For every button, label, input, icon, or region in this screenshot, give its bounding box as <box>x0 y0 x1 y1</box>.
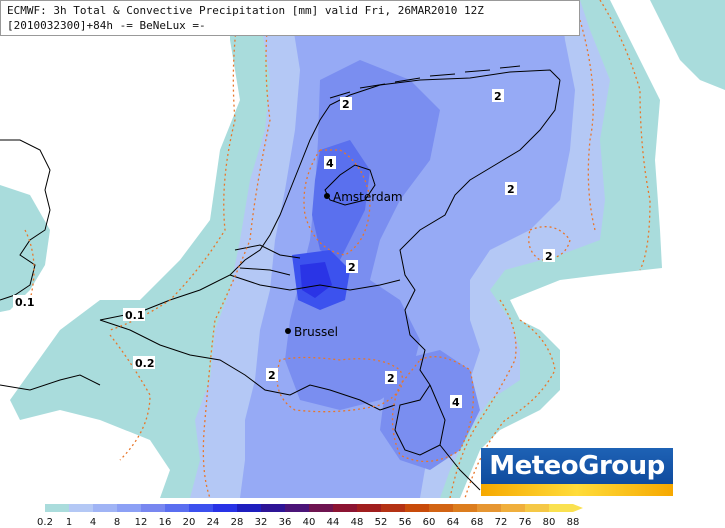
colorbar-tick-label: 64 <box>447 517 460 528</box>
city-marker <box>324 193 330 199</box>
city-label-brussel: Brussel <box>294 325 338 339</box>
colorbar-tick-label: 56 <box>399 517 412 528</box>
precip-band-ne <box>650 0 725 90</box>
contour-label: 4 <box>452 396 460 409</box>
colorbar-swatch <box>69 504 93 512</box>
colorbar-tick-label: 52 <box>375 517 388 528</box>
precip-band-8-se <box>380 350 480 470</box>
colorbar-tick-label: 32 <box>255 517 268 528</box>
city-label-amsterdam: Amsterdam <box>333 190 403 204</box>
contour-label-bg <box>346 260 358 273</box>
map-title-line1: ECMWF: 3h Total & Convective Precipitati… <box>7 4 484 17</box>
colorbar-swatch <box>429 504 453 512</box>
colorbar-swatch <box>213 504 237 512</box>
colorbar-tick-label: 28 <box>231 517 244 528</box>
contour-label-bg <box>543 249 555 262</box>
contour-label: 2 <box>494 90 502 103</box>
contour-label: 2 <box>545 250 553 263</box>
colorbar-tick-label: 0.2 <box>37 517 53 528</box>
contour-label-bg <box>266 368 278 381</box>
logo-text: MeteoGroup <box>489 451 665 481</box>
map-title-line2: [2010032300]+84h -= BeNeLux =- <box>7 19 206 32</box>
precipitation-map: 2 2 4 2 2 2 0.1 0.1 0.2 2 2 4 <box>0 0 725 499</box>
contour-label: 0.1 <box>125 309 145 322</box>
contour-label-bg <box>13 295 35 308</box>
map-canvas: 2 2 4 2 2 2 0.1 0.1 0.2 2 2 4 <box>0 0 725 499</box>
colorbar-tick-label: 44 <box>327 517 340 528</box>
coastlines <box>0 65 561 391</box>
contour-label: 4 <box>326 157 334 170</box>
colorbar-tick-label: 76 <box>519 517 532 528</box>
contour-label-bg <box>324 156 336 169</box>
colorbar-swatch <box>141 504 165 512</box>
precipitation-legend: 0.2 1 4 8 12 16 20 24 28 32 36 40 44 48 52 56 60 64 68 72 76… <box>0 498 725 528</box>
contour-label-bg <box>450 395 462 408</box>
contour-label-bg <box>123 308 145 321</box>
contour-label-group: 2 2 4 2 2 2 0.1 0.1 0.2 2 2 4 <box>13 89 555 409</box>
colorbar-tick-label: 48 <box>351 517 364 528</box>
country-borders <box>99 79 561 491</box>
city-brussel: Brussel <box>285 325 338 339</box>
colorbar-swatch <box>237 504 261 512</box>
colorbar-swatch <box>93 504 117 512</box>
colorbar-tick-label: 12 <box>135 517 148 528</box>
contour-label-bg <box>492 89 504 102</box>
logo-swoosh <box>481 484 673 496</box>
colorbar-swatch <box>333 504 357 512</box>
colorbar-swatch <box>357 504 381 512</box>
colorbar: 0.2 1 4 8 12 16 20 24 28 32 36 40 44 48 52 56 60 64 68 72 76… <box>37 504 583 528</box>
colorbar-swatch <box>525 504 549 512</box>
precip-band-12 <box>312 140 370 260</box>
meteogroup-logo: MeteoGroup <box>481 448 673 496</box>
colorbar-tick-label: 60 <box>423 517 436 528</box>
colorbar-tick-label: 88 <box>567 517 580 528</box>
colorbar-swatch <box>309 504 333 512</box>
contour-label-bg <box>505 182 517 195</box>
colorbar-swatch <box>117 504 141 512</box>
contour-lines <box>24 0 651 499</box>
colorbar-tick-label: 80 <box>543 517 556 528</box>
colorbar-swatch <box>165 504 189 512</box>
city-marker <box>285 328 291 334</box>
colorbar-swatch <box>453 504 477 512</box>
contour-label: 2 <box>507 183 515 196</box>
map-title-box: ECMWF: 3h Total & Convective Precipitati… <box>0 0 580 36</box>
contour-label: 2 <box>342 98 350 111</box>
contour-label-bg <box>133 356 155 369</box>
precip-band-uk <box>0 185 50 312</box>
colorbar-tick-label: 72 <box>495 517 508 528</box>
city-amsterdam: Amsterdam <box>324 190 403 204</box>
colorbar-tick-label: 4 <box>90 517 96 528</box>
colorbar-tick-label: 8 <box>114 517 120 528</box>
colorbar-tick-label: 1 <box>66 517 72 528</box>
contour-label: 2 <box>268 369 276 382</box>
precip-band-20 <box>300 262 332 298</box>
colorbar-swatch <box>261 504 285 512</box>
colorbar-swatch <box>45 504 69 512</box>
colorbar-swatch <box>405 504 429 512</box>
colorbar-tick-label: 16 <box>159 517 172 528</box>
contour-label: 0.2 <box>135 357 155 370</box>
colorbar-swatch <box>501 504 525 512</box>
contour-label: 2 <box>348 261 356 274</box>
colorbar-tick-label: 24 <box>207 517 220 528</box>
colorbar-swatch <box>285 504 309 512</box>
colorbar-tick-label: 20 <box>183 517 196 528</box>
colorbar-swatch <box>477 504 501 512</box>
contour-label-bg <box>385 371 397 384</box>
colorbar-swatch <box>189 504 213 512</box>
colorbar-tick-label: 40 <box>303 517 316 528</box>
colorbar-swatch <box>549 504 573 512</box>
colorbar-tick-label: 36 <box>279 517 292 528</box>
contour-label: 0.1 <box>15 296 35 309</box>
contour-label: 2 <box>387 372 395 385</box>
colorbar-tick-label: 68 <box>471 517 484 528</box>
colorbar-swatch <box>381 504 405 512</box>
colorbar-arrow <box>573 504 583 512</box>
contour-label-bg <box>340 97 352 110</box>
